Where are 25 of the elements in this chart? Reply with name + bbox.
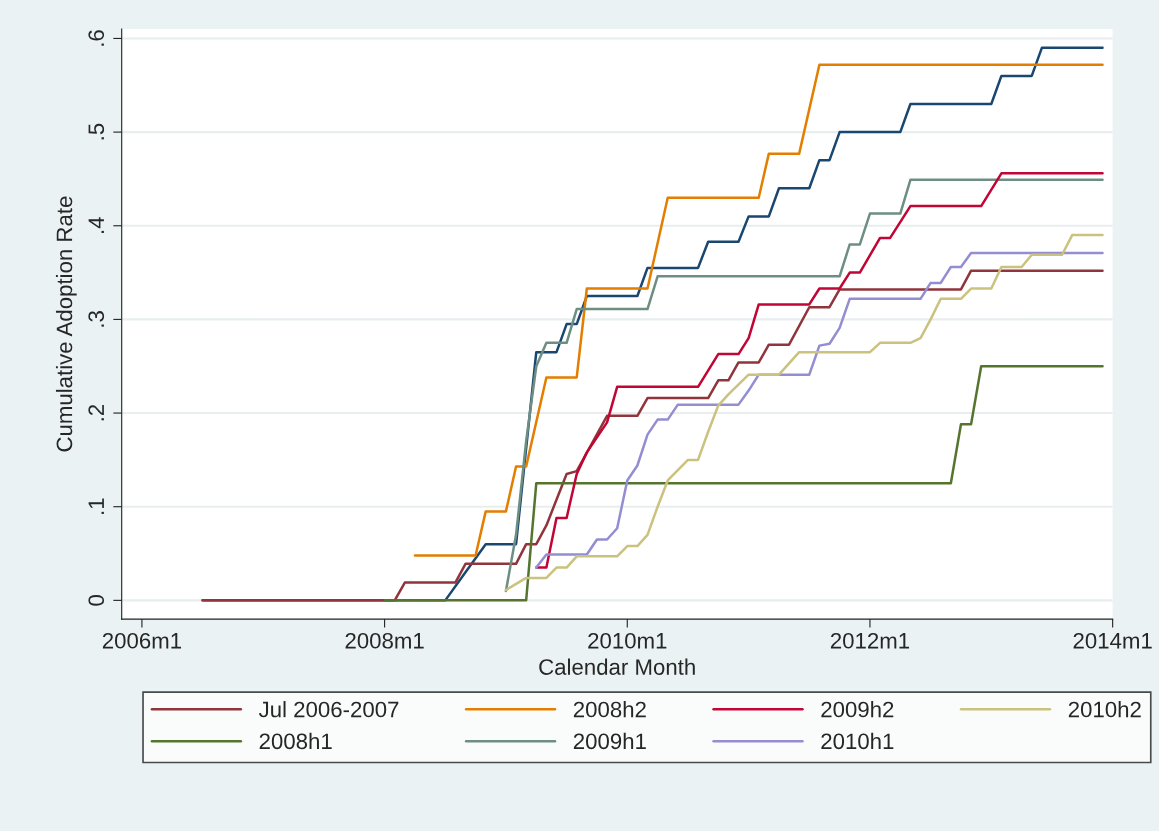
x-axis-title: Calendar Month (539, 658, 695, 675)
legend-label: 2010h2 (1068, 701, 1141, 718)
line-series (383, 364, 1104, 602)
y-tick-label: .3 (88, 311, 105, 327)
legend-label: 2008h2 (573, 701, 646, 718)
legend-label: 2010h1 (821, 732, 894, 750)
legend-label: Jul 2006-2007 (258, 701, 399, 718)
line-series (201, 269, 1104, 602)
y-tick-label: .2 (88, 404, 104, 421)
x-tick-label: 2008m1 (345, 632, 424, 649)
line-series (535, 251, 1104, 569)
x-tick-label: 2014m1 (1073, 632, 1152, 649)
y-axis-title: Cumulative Adoption Rate (55, 196, 77, 452)
x-tick-label: 2012m1 (830, 632, 910, 649)
legend-label: 2009h1 (573, 732, 646, 750)
y-tick-label: 0 (88, 595, 105, 606)
x-tick-label: 2010m1 (588, 632, 667, 649)
y-tick-label: .1 (88, 498, 104, 514)
x-tick-label: 2006m1 (102, 632, 181, 649)
legend-label: 2009h2 (821, 701, 894, 718)
legend-label: 2008h1 (259, 732, 332, 750)
y-tick-label: .5 (88, 123, 105, 140)
y-tick-label: .6 (88, 30, 105, 46)
y-tick-label: .4 (88, 217, 104, 233)
line-series (413, 63, 1104, 557)
